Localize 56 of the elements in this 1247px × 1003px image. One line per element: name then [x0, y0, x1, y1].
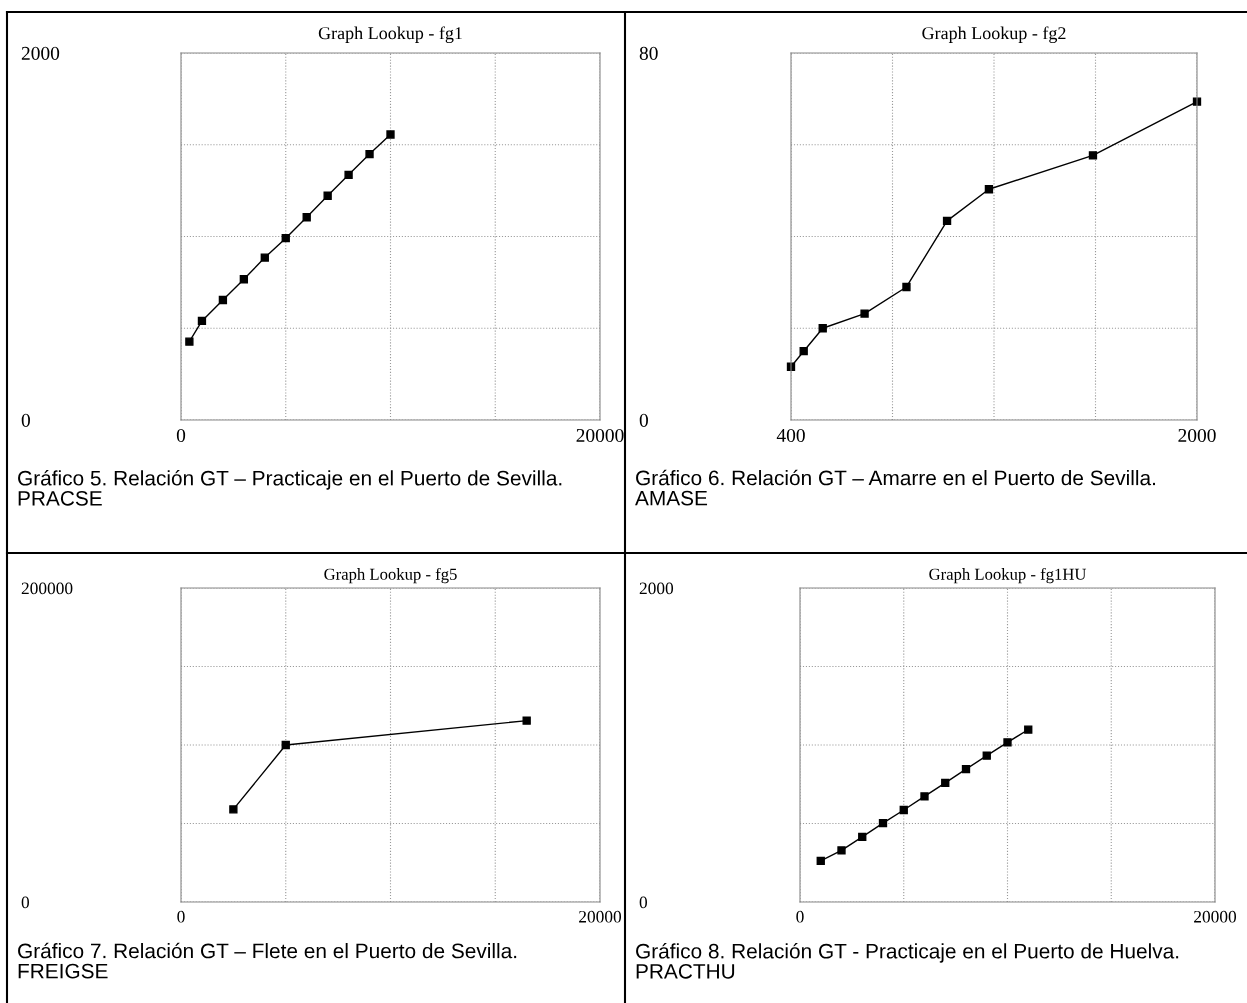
point — [1003, 738, 1012, 747]
point — [522, 716, 531, 725]
point — [837, 846, 846, 855]
chart-title: Graph Lookup - fg2 — [922, 26, 1066, 44]
point — [858, 832, 867, 842]
point — [982, 751, 991, 760]
x-tick-label: 0 — [176, 428, 186, 443]
x-tick-label: 0 — [796, 910, 804, 923]
y-tick-label: 80 — [639, 46, 658, 60]
x-tick-label: 400 — [776, 428, 805, 443]
text: Gráfico 6. Relación GT – Amarre en el Puerto de Sevilla. AMASE — [635, 469, 1155, 506]
x-tick-label: 20000 — [579, 910, 622, 923]
point — [799, 347, 808, 356]
point — [365, 149, 374, 159]
point — [386, 130, 395, 139]
point — [941, 778, 950, 788]
point — [920, 792, 929, 801]
y-tick-label: 2000 — [21, 46, 60, 60]
y-tick-label: 0 — [639, 896, 648, 909]
text: Gráfico 8. Relación GT - Practicaje en el Puerto de Huelva. PRACTHU — [636, 943, 1179, 979]
chart-title: Graph Lookup - fg5 — [324, 567, 457, 584]
y-tick-label: 0 — [639, 413, 648, 427]
point — [323, 191, 332, 200]
text: Gráfico 5. Relación GT – Practicaje en el Puerto de Sevilla. PRACSE — [18, 470, 562, 506]
point — [902, 282, 911, 292]
point — [281, 740, 290, 750]
point — [197, 316, 207, 326]
text: Gráfico 7. Relación GT – Flete en el Puerto de Sevilla. FREIGSE — [18, 942, 517, 979]
chart-title: Graph Lookup - fg1HU — [929, 567, 1087, 584]
point — [860, 309, 869, 318]
point — [818, 324, 827, 333]
point — [185, 337, 194, 346]
point — [229, 805, 238, 814]
point — [281, 233, 290, 243]
point — [878, 819, 888, 828]
point — [984, 185, 994, 194]
point — [260, 253, 269, 262]
point — [942, 216, 952, 226]
x-tick-label: 0 — [177, 910, 185, 923]
y-tick-label: 2000 — [639, 582, 674, 595]
point — [899, 805, 908, 815]
point — [961, 765, 971, 774]
point — [1024, 725, 1033, 734]
y-tick-label: 0 — [21, 896, 30, 909]
point — [302, 213, 311, 222]
x-tick-label: 20000 — [576, 428, 624, 443]
point — [1088, 151, 1098, 160]
x-tick-label: 20000 — [1194, 910, 1237, 923]
x-tick-label: 2000 — [1178, 428, 1216, 443]
point — [344, 170, 353, 180]
y-tick-label: 200000 — [21, 582, 73, 595]
chart-title: Graph Lookup - fg1 — [318, 26, 462, 44]
point — [218, 295, 228, 305]
point — [239, 275, 249, 284]
point — [816, 856, 825, 866]
y-tick-label: 0 — [21, 413, 30, 427]
